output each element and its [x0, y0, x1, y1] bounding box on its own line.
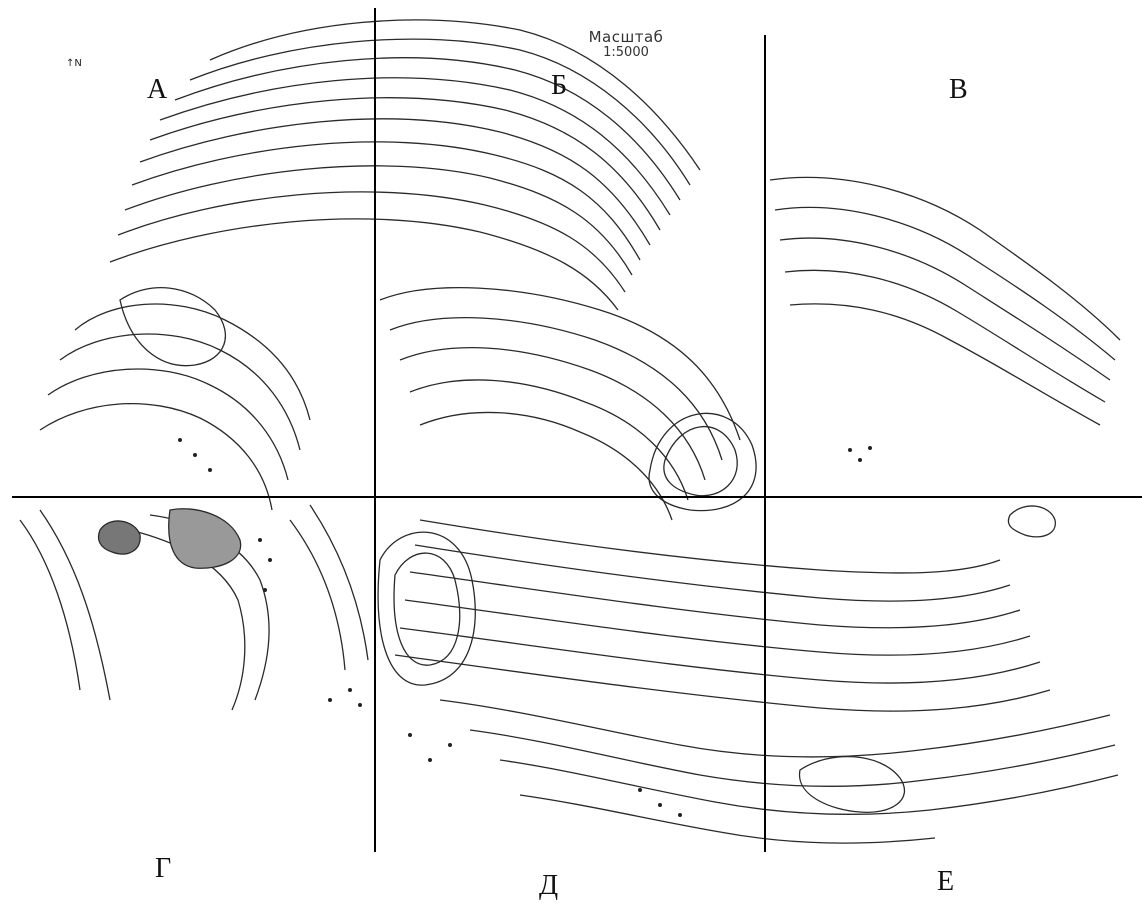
scale-title: Масштаб	[588, 28, 664, 46]
north-arrow-icon: ↑N	[66, 58, 82, 69]
zone-label-e: Е	[937, 866, 955, 897]
map-scale: Масштаб 1:5000	[566, 28, 686, 60]
survey-points	[178, 438, 872, 817]
zone-label-b: Б	[551, 70, 568, 101]
zone-label-d: Д	[539, 870, 559, 901]
zone-label-a: А	[147, 74, 168, 105]
zone-label-g: Г	[155, 853, 172, 884]
scale-ratio: 1:5000	[603, 44, 649, 60]
zone-label-v: В	[949, 74, 968, 105]
contour-lines	[19, 19, 1121, 844]
grid-lines	[12, 8, 1142, 852]
